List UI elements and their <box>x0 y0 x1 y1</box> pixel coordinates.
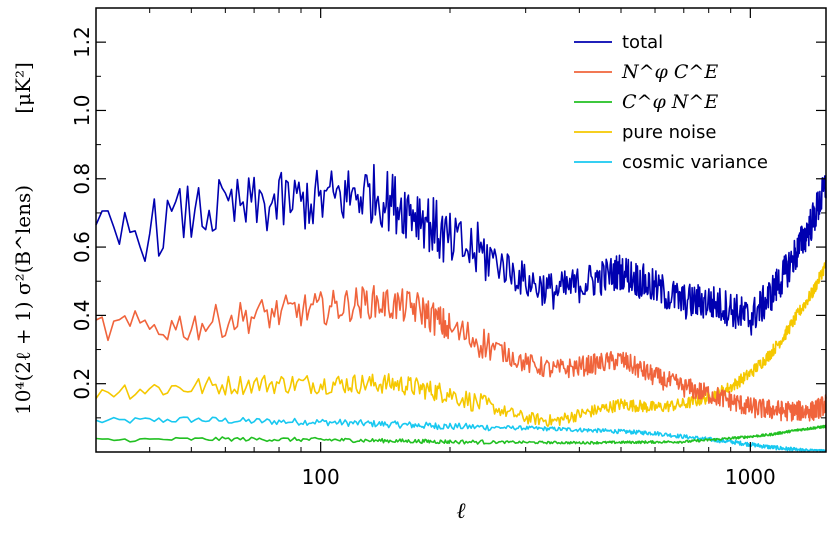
series-line-pure-noise <box>95 260 827 427</box>
y-axis-unit: [μK²] <box>11 62 35 114</box>
y-tick-label: 0.8 <box>70 163 94 195</box>
legend: total N^φ C^E C^φ N^E pure noise cosmic vari… <box>574 32 768 173</box>
y-tick-label: 1.2 <box>70 26 94 58</box>
series-line-total <box>95 163 827 336</box>
y-axis-label-group: 10⁴(2ℓ + 1) σ²(B^lens) [μK²] <box>11 62 35 415</box>
y-tick-label: 0.4 <box>70 299 94 331</box>
legend-label: N^φ C^E <box>621 61 718 83</box>
series-line-c-n-e <box>95 424 827 445</box>
legend-label: cosmic variance <box>622 152 768 173</box>
x-tick-label: 100 <box>302 465 340 489</box>
y-axis-label: 10⁴(2ℓ + 1) σ²(B^lens) <box>11 185 35 415</box>
y-tick-label: 1.0 <box>70 95 94 127</box>
series-layer <box>95 163 827 452</box>
legend-label: C^φ N^E <box>622 91 718 113</box>
x-axis-label: ℓ <box>456 499 466 524</box>
y-tick-label: 0.2 <box>70 368 94 400</box>
series-line-cosmic-variance <box>95 416 827 452</box>
plot-frame <box>95 7 827 453</box>
y-tick-label: 0.6 <box>70 231 94 263</box>
x-tick-label: 1000 <box>725 465 776 489</box>
axes-layer: 100 1000 0.2 0.4 0.6 0.8 1.0 1.2 <box>70 7 826 489</box>
legend-label: pure noise <box>622 122 717 143</box>
legend-label: total <box>622 32 663 53</box>
series-line-n-c-e <box>95 285 827 422</box>
